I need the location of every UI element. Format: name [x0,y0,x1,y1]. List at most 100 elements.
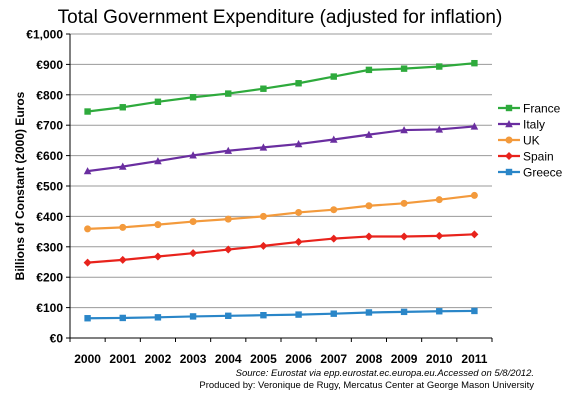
point-spain [153,252,162,261]
legend-item-spain: Spain [498,150,554,164]
x-tick-label: 2009 [391,352,418,366]
point-uk [154,221,162,229]
legend-item-italy: Italy [498,118,545,132]
point-greece [154,314,162,321]
series-line-italy [87,125,475,173]
point-greece [84,315,91,322]
series-line-greece [87,309,475,320]
y-tick-label: €300 [36,240,63,254]
point-spain [435,231,444,240]
y-tick-label: €700 [36,119,63,133]
series-line-france [87,62,475,113]
grid-lines [70,33,492,309]
y-tick-label: €400 [36,210,63,224]
point-uk [435,196,443,204]
point-france [400,65,408,72]
x-tick-label: 2004 [215,352,242,366]
y-tick-label: €1,000 [26,28,63,42]
point-france [295,80,302,87]
point-france [154,98,162,105]
point-france [119,104,126,111]
point-italy [470,122,479,130]
producer-note: Produced by: Veronique de Rugy, Mercatus… [199,380,534,391]
point-italy [259,143,268,151]
legend-marker [505,136,513,144]
y-tick-label: €600 [36,149,63,163]
point-france [471,59,478,67]
series-italy [83,122,479,175]
point-uk [295,208,303,216]
legend-item-greece: Greece [498,166,563,180]
y-tick-label: €500 [36,180,63,194]
point-greece [400,308,408,316]
y-tick-label: €800 [36,88,63,102]
y-axis-label: Billions of Constant (2000) Euros [13,91,27,280]
series-line-spain [87,233,475,264]
chart-title: Total Government Expenditure (adjusted f… [58,7,503,28]
point-uk [259,212,267,220]
point-spain [470,230,479,239]
y-tick-label: €900 [36,58,63,72]
point-greece [295,311,302,318]
legend-label: Italy [523,118,545,132]
point-france [84,108,91,115]
point-italy [118,162,127,170]
point-france [436,63,443,70]
point-greece [225,312,232,320]
x-tick-label: 2011 [461,352,487,366]
axes [66,33,493,342]
point-spain [329,234,338,243]
point-france [225,90,232,97]
point-uk [330,206,338,214]
point-greece [365,309,373,316]
point-france [330,73,337,80]
point-uk [84,225,92,233]
point-italy [189,151,197,159]
point-greece [471,307,478,315]
series-france [84,59,478,115]
x-tick-label: 2007 [320,352,347,366]
point-uk [470,191,478,199]
x-tick-label: 2001 [109,352,136,366]
point-spain [259,241,268,250]
legend-marker [505,168,513,176]
y-tick-label: €0 [50,332,64,346]
point-italy [154,157,162,165]
point-uk [400,199,408,207]
series-group [83,59,479,322]
point-italy [400,126,408,134]
legend-marker [505,120,513,128]
point-italy [329,135,338,143]
x-tick-label: 2006 [285,352,312,366]
series-uk [84,191,478,233]
point-uk [189,218,197,226]
point-uk [365,202,373,210]
y-tick-label: €200 [36,271,63,285]
x-tick-label: 2000 [74,352,101,366]
legend-item-uk: UK [498,134,540,148]
point-greece [436,308,443,315]
point-greece [330,310,337,317]
point-spain [224,245,233,254]
x-tick-label: 2010 [426,352,453,366]
point-italy [294,140,303,148]
source-note: Source: Eurostat via epp.eurostat.ec.eur… [235,368,534,379]
legend-item-france: France [498,102,561,116]
point-france [365,66,373,74]
x-tick-labels: 2000 2001 2002 2003 2004 2005 2006 2007 2008 2009… [74,352,488,366]
point-italy [365,130,373,138]
point-spain [364,232,373,241]
legend-marker [505,152,513,160]
point-greece [189,313,197,320]
point-france [189,94,197,101]
point-spain [118,255,127,264]
point-france [260,85,267,92]
x-tick-label: 2005 [250,352,277,366]
series-greece [84,307,478,322]
x-tick-label: 2002 [145,352,172,366]
legend-marker [505,104,513,112]
point-spain [83,258,92,267]
point-italy [83,167,92,175]
x-tick-label: 2003 [180,352,207,366]
